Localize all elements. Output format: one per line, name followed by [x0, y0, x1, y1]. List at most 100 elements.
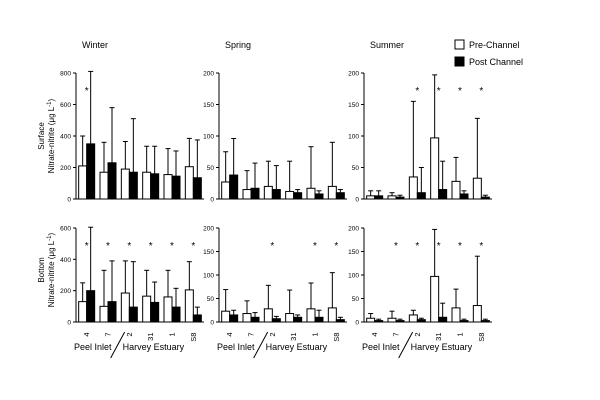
- bar-post-7: [250, 316, 260, 323]
- y-tick-label: 800: [60, 71, 71, 78]
- significance-star-2: *: [127, 241, 131, 252]
- bar-post-2: [271, 318, 281, 323]
- significance-star-4: *: [85, 86, 89, 97]
- y-tick-label: 100: [348, 134, 359, 141]
- y-tick-label: 0: [355, 320, 359, 327]
- bar-pre-1: [306, 187, 316, 200]
- group-divider: [110, 331, 126, 359]
- x-tick-label-S8: S8: [477, 333, 486, 342]
- bar-post-S8: [192, 177, 202, 200]
- bar-post-2: [128, 306, 138, 323]
- bar-pre-7: [387, 317, 397, 323]
- bar-post-31: [293, 192, 303, 200]
- bar-pre-2: [120, 168, 130, 200]
- x-tick-label-S8: S8: [332, 333, 341, 342]
- y-tick-label: 400: [60, 257, 71, 264]
- significance-star-S8: *: [334, 241, 338, 252]
- group-divider: [253, 331, 269, 359]
- y-tick-label: 400: [60, 134, 71, 141]
- bar-pre-4: [221, 310, 231, 323]
- bar-post-S8: [335, 319, 345, 323]
- column-title-spring: Spring: [225, 40, 251, 50]
- bar-pre-4: [366, 317, 376, 323]
- x-tick-label-2: 2: [413, 333, 422, 337]
- panel-winter-surface: 0 200 400 600 800 *: [60, 71, 204, 204]
- bar-post-2: [416, 319, 426, 323]
- y-tick-label: 150: [203, 249, 214, 256]
- bar-post-1: [314, 193, 324, 200]
- bar-pre-31: [430, 137, 440, 200]
- bar-pre-31: [142, 295, 152, 323]
- bar-pre-4: [78, 301, 88, 323]
- bar-pre-S8: [184, 289, 194, 323]
- legend: Pre-Channel Post Channel: [454, 39, 523, 67]
- significance-star-7: *: [106, 241, 110, 252]
- y-axis-label-close: ): [47, 232, 56, 235]
- x-tick-label-7: 7: [392, 333, 401, 337]
- bar-post-1: [459, 193, 469, 200]
- x-tick-label-1: 1: [311, 333, 320, 337]
- bar-pre-1: [451, 307, 461, 323]
- y-tick-label: 200: [203, 226, 214, 233]
- significance-star-1: *: [458, 241, 462, 252]
- y-axis-label-superscript: -1: [47, 101, 53, 107]
- row-label-bottom: Bottom: [37, 257, 46, 283]
- bar-pre-7: [99, 305, 109, 323]
- y-axis-label-close: ): [47, 98, 56, 101]
- panel-winter-bottom: 0 200 400 600 * 4 * 7 * 2 * 31 * 1 * S8 Peel Inlet Harvey…: [60, 226, 204, 359]
- significance-star-2: *: [415, 241, 419, 252]
- y-tick-label: 200: [348, 71, 359, 78]
- legend-swatch-post-channel: [454, 56, 465, 67]
- bar-post-7: [107, 162, 117, 200]
- bar-post-1: [314, 316, 324, 323]
- significance-star-2: *: [415, 86, 419, 97]
- bar-post-S8: [192, 314, 202, 323]
- significance-star-S8: *: [191, 241, 195, 252]
- bar-post-2: [271, 189, 281, 200]
- x-tick-label-2: 2: [268, 333, 277, 337]
- bar-pre-2: [408, 314, 418, 323]
- bar-pre-7: [242, 189, 252, 200]
- x-tick-label-4: 4: [82, 333, 91, 337]
- bar-post-31: [150, 301, 160, 323]
- y-axis-label-text: Nitrate-nitrite (μg L: [47, 106, 56, 173]
- y-tick-label: 600: [60, 102, 71, 109]
- x-tick-label-7: 7: [247, 333, 256, 337]
- row-label-surface: Surface: [37, 122, 46, 150]
- bar-post-1: [459, 320, 469, 323]
- y-tick-label: 200: [60, 288, 71, 295]
- bar-pre-31: [285, 190, 295, 200]
- bar-post-7: [395, 320, 405, 323]
- bar-pre-S8: [472, 177, 482, 200]
- significance-star-S8: *: [479, 86, 483, 97]
- bar-pre-31: [430, 275, 440, 323]
- y-tick-label: 50: [352, 165, 360, 172]
- significance-star-2: *: [270, 241, 274, 252]
- bar-post-S8: [480, 196, 490, 200]
- y-tick-label: 150: [348, 102, 359, 109]
- y-axis-label-superscript: -1: [47, 235, 53, 241]
- y-tick-label: 100: [203, 273, 214, 280]
- bar-pre-1: [451, 180, 461, 200]
- x-tick-label-1: 1: [168, 333, 177, 337]
- bar-post-1: [171, 175, 181, 200]
- bar-post-S8: [335, 192, 345, 200]
- x-tick-label-4: 4: [370, 333, 379, 337]
- y-axis-label-bottom: Nitrate-nitrite (μg L-1): [47, 232, 56, 307]
- significance-star-31: *: [149, 241, 153, 252]
- bar-post-2: [128, 171, 138, 200]
- bar-pre-7: [387, 195, 397, 200]
- y-tick-label: 50: [207, 165, 215, 172]
- x-tick-label-2: 2: [125, 333, 134, 337]
- y-tick-label: 600: [60, 226, 71, 233]
- bar-pre-31: [285, 313, 295, 323]
- y-tick-label: 0: [67, 197, 71, 204]
- legend-label-post-channel: Post Channel: [469, 57, 523, 67]
- y-tick-label: 200: [60, 165, 71, 172]
- legend-label-pre-channel: Pre-Channel: [469, 40, 520, 50]
- bar-pre-1: [306, 308, 316, 323]
- y-tick-label: 50: [352, 296, 360, 303]
- panel-summer-surface: 0 50 100 150 200 * * * *: [348, 71, 492, 204]
- y-tick-label: 200: [348, 226, 359, 233]
